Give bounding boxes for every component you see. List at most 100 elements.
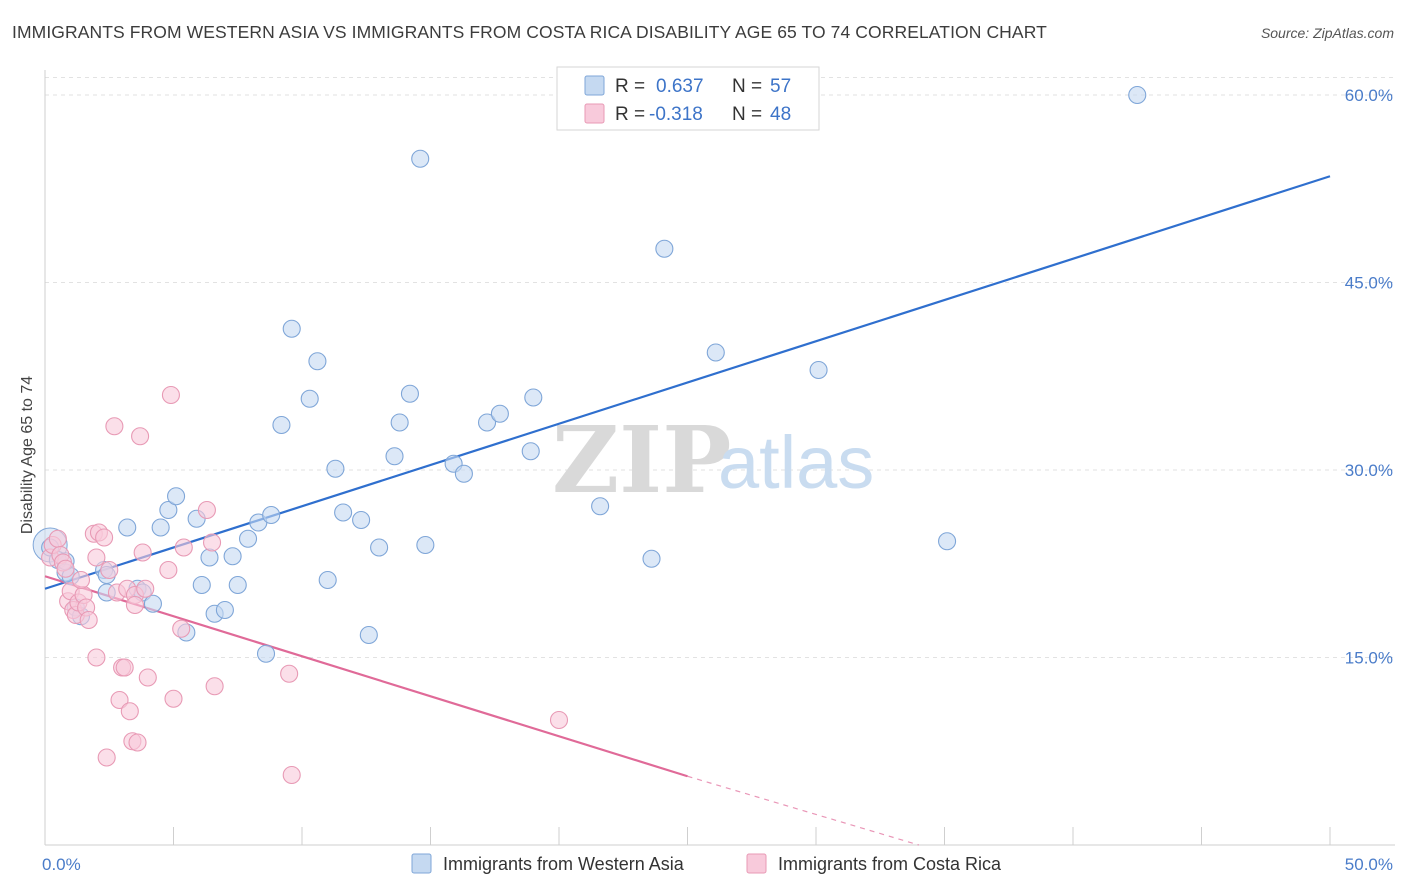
chart-title: IMMIGRANTS FROM WESTERN ASIA VS IMMIGRAN… [12, 22, 1047, 42]
data-point [200, 548, 219, 567]
data-point [359, 625, 378, 645]
data-point [164, 689, 183, 708]
data-point [203, 533, 222, 552]
data-point [262, 505, 281, 525]
watermark: ZIP atlas [552, 406, 874, 514]
data-point [143, 594, 162, 613]
data-point [400, 384, 419, 403]
data-point [272, 415, 291, 435]
data-point [1128, 85, 1147, 105]
data-point [938, 532, 957, 551]
grid-lines [45, 77, 1395, 658]
data-point [138, 668, 157, 687]
data-point [809, 360, 828, 380]
data-point [118, 518, 137, 537]
data-point [161, 385, 180, 405]
data-point [477, 413, 497, 432]
data-point [71, 570, 91, 590]
data-point [318, 570, 337, 590]
data-point [454, 464, 473, 483]
data-point [136, 579, 155, 598]
data-point [174, 538, 193, 557]
legend-swatch-blue [584, 75, 605, 96]
legend-n-value-blue: 57 [770, 76, 791, 97]
series-legend-swatch-western-asia [411, 853, 432, 874]
data-point [110, 690, 129, 710]
source-credit: Source: ZipAtlas.com [1260, 25, 1394, 41]
series-legend-swatch-costa-rica [746, 853, 767, 874]
data-point [215, 600, 234, 620]
watermark-zip: ZIP [552, 406, 731, 514]
data-point [192, 575, 211, 595]
data-point [334, 503, 353, 522]
data-point [56, 559, 75, 578]
legend-n-label-blue: N = [732, 76, 762, 97]
y-tick-label: 45.0% [1345, 274, 1393, 293]
data-point [591, 497, 610, 516]
data-point [390, 413, 409, 432]
data-point [308, 352, 327, 371]
data-point [48, 529, 67, 548]
data-point [300, 389, 319, 408]
data-point [521, 442, 540, 461]
legend-r-label-pink: R = [615, 104, 645, 125]
data-point [352, 510, 371, 530]
legend-swatch-pink [584, 103, 605, 124]
data-point [642, 549, 661, 568]
series-legend-label-western-asia: Immigrants from Western Asia [443, 854, 685, 874]
data-point [326, 459, 345, 478]
data-point [655, 239, 674, 258]
data-point [549, 710, 569, 730]
watermark-atlas: atlas [718, 421, 874, 504]
data-point [411, 149, 430, 168]
legend-r-label-blue: R = [615, 76, 645, 97]
data-point [151, 518, 170, 537]
data-point [524, 388, 543, 407]
data-point [490, 404, 509, 423]
series-legend-label-costa-rica: Immigrants from Costa Rica [778, 854, 1002, 874]
data-point [125, 595, 144, 615]
data-point [100, 560, 119, 580]
data-point [115, 658, 134, 677]
data-point [95, 528, 114, 547]
data-point [385, 447, 404, 466]
data-point [282, 765, 301, 785]
data-point [416, 535, 435, 555]
x-tick-labels: 0.0% 50.0% [42, 855, 1393, 874]
legend-r-value-blue: 0.637 [656, 76, 704, 97]
data-point [105, 417, 124, 436]
data-point [159, 560, 178, 580]
data-point [197, 500, 216, 520]
data-points [32, 85, 1147, 785]
legend-n-label-pink: N = [732, 104, 762, 125]
data-point [159, 500, 178, 520]
trend-line-western-asia [44, 175, 1331, 590]
data-point [370, 538, 389, 557]
x-tick-label: 50.0% [1345, 855, 1393, 874]
series-legend: Immigrants from Western Asia Immigrants … [411, 853, 1002, 874]
data-point [97, 748, 116, 767]
x-tick-label: 0.0% [42, 855, 81, 874]
data-point [256, 644, 276, 663]
legend-r-value-pink: -0.318 [649, 104, 703, 125]
data-point [167, 487, 186, 506]
data-point [238, 529, 258, 548]
data-point [280, 664, 299, 683]
y-tick-label: 30.0% [1345, 461, 1393, 480]
data-point [79, 610, 98, 630]
data-point [172, 619, 191, 638]
axes [44, 70, 1395, 846]
data-point [120, 702, 139, 721]
data-point [87, 548, 106, 567]
y-tick-labels: 15.0% 30.0% 45.0% 60.0% [1345, 86, 1393, 668]
data-point [128, 733, 147, 752]
y-tick-label: 60.0% [1345, 86, 1393, 105]
trend-line-costa-rica-extension [687, 775, 919, 846]
y-axis-title: Disability Age 65 to 74 [19, 376, 36, 534]
data-point [131, 427, 150, 446]
legend-n-value-pink: 48 [770, 104, 791, 125]
data-point [223, 547, 242, 566]
y-tick-label: 15.0% [1345, 649, 1393, 668]
data-point [205, 677, 224, 696]
